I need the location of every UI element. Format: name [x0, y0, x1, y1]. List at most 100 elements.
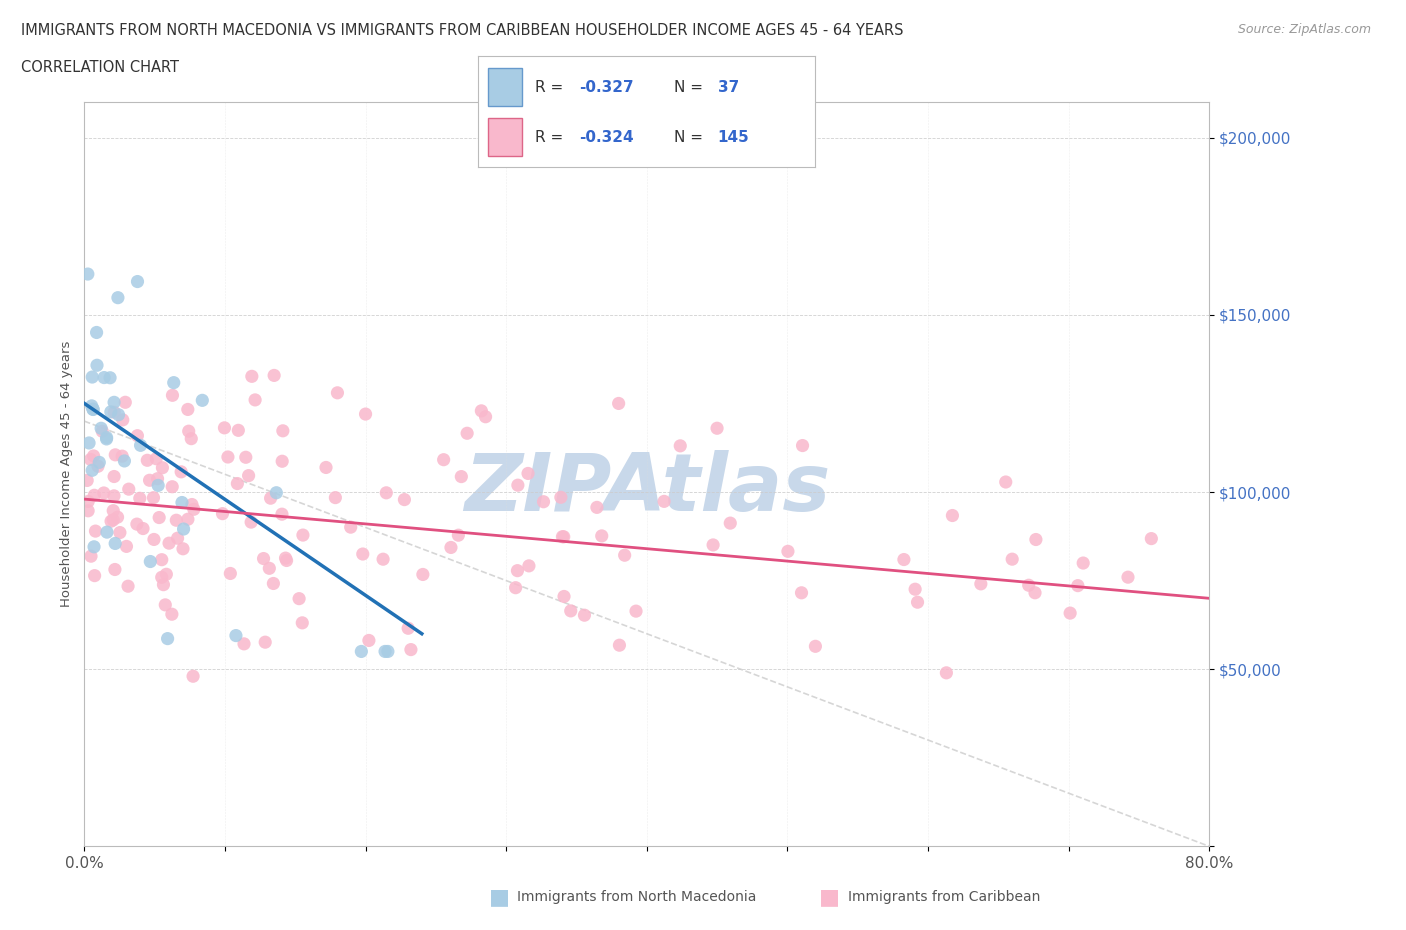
Text: Immigrants from North Macedonia: Immigrants from North Macedonia	[517, 890, 756, 905]
Text: -0.324: -0.324	[579, 130, 634, 145]
Point	[80, 549, 103, 564]
Point	[98, 370, 121, 385]
Point	[87, 458, 110, 473]
Point	[1018, 578, 1040, 592]
Point	[271, 507, 294, 522]
Point	[138, 472, 160, 487]
Text: ■: ■	[820, 887, 839, 908]
Point	[609, 638, 631, 653]
Point	[129, 438, 152, 453]
Point	[125, 517, 148, 532]
Point	[82, 369, 104, 384]
Point	[89, 455, 111, 470]
Point	[994, 474, 1017, 489]
Point	[103, 469, 125, 484]
Point	[551, 529, 574, 544]
Point	[1024, 585, 1046, 600]
Point	[352, 547, 374, 562]
Point	[77, 503, 100, 518]
Point	[117, 578, 139, 593]
Point	[1140, 531, 1163, 546]
Point	[440, 540, 463, 555]
Point	[96, 432, 118, 446]
Point	[1116, 570, 1139, 585]
Point	[76, 473, 98, 488]
Point	[163, 375, 186, 390]
Point	[553, 589, 575, 604]
Point	[262, 576, 284, 591]
Point	[104, 447, 127, 462]
Point	[127, 428, 149, 443]
Point	[155, 567, 177, 582]
Point	[118, 482, 141, 497]
Point	[177, 512, 200, 526]
Point	[266, 485, 288, 500]
Point	[139, 554, 162, 569]
Point	[111, 448, 134, 463]
Text: -0.327: -0.327	[579, 80, 634, 95]
Point	[82, 463, 104, 478]
Point	[148, 510, 170, 525]
Point	[115, 539, 138, 554]
Text: IMMIGRANTS FROM NORTH MACEDONIA VS IMMIGRANTS FROM CARIBBEAN HOUSEHOLDER INCOME : IMMIGRANTS FROM NORTH MACEDONIA VS IMMIG…	[21, 23, 904, 38]
Point	[83, 539, 105, 554]
Point	[76, 267, 98, 282]
Point	[702, 538, 724, 552]
Point	[145, 451, 167, 466]
Point	[214, 420, 236, 435]
Point	[1067, 578, 1090, 593]
Point	[613, 548, 636, 563]
Point	[553, 529, 575, 544]
Point	[103, 512, 125, 527]
Point	[156, 631, 179, 646]
Point	[93, 485, 115, 500]
Point	[86, 325, 108, 339]
Point	[624, 604, 647, 618]
Y-axis label: Householder Income Ages 45 - 64 years: Householder Income Ages 45 - 64 years	[60, 341, 73, 607]
Point	[396, 621, 419, 636]
Point	[77, 494, 100, 509]
Point	[790, 585, 813, 600]
Point	[83, 448, 105, 463]
Point	[107, 407, 129, 422]
Point	[238, 468, 260, 483]
Text: Source: ZipAtlas.com: Source: ZipAtlas.com	[1237, 23, 1371, 36]
Point	[315, 460, 337, 475]
Point	[233, 636, 256, 651]
Point	[79, 452, 101, 467]
Point	[165, 512, 187, 527]
Point	[150, 552, 173, 567]
Point	[107, 510, 129, 525]
Point	[107, 290, 129, 305]
Point	[77, 435, 100, 450]
Point	[93, 370, 115, 385]
Point	[412, 567, 434, 582]
Point	[517, 466, 540, 481]
Point	[394, 492, 416, 507]
Point	[591, 528, 613, 543]
Point	[669, 438, 692, 453]
Point	[225, 628, 247, 643]
Point	[173, 522, 195, 537]
Point	[103, 503, 125, 518]
Point	[108, 525, 131, 540]
Point	[83, 568, 105, 583]
Point	[181, 498, 204, 512]
Bar	[488, 68, 522, 106]
Point	[970, 577, 993, 591]
Point	[83, 488, 105, 503]
Point	[470, 404, 492, 418]
Point	[325, 490, 347, 505]
Point	[240, 514, 263, 529]
Point	[271, 454, 294, 469]
Point	[100, 513, 122, 528]
Point	[217, 449, 239, 464]
Point	[375, 485, 398, 500]
Point	[180, 432, 202, 446]
Point	[243, 392, 266, 407]
Point	[177, 424, 200, 439]
Text: 37: 37	[717, 80, 740, 95]
Point	[146, 472, 169, 486]
Point	[776, 544, 799, 559]
Point	[893, 552, 915, 567]
